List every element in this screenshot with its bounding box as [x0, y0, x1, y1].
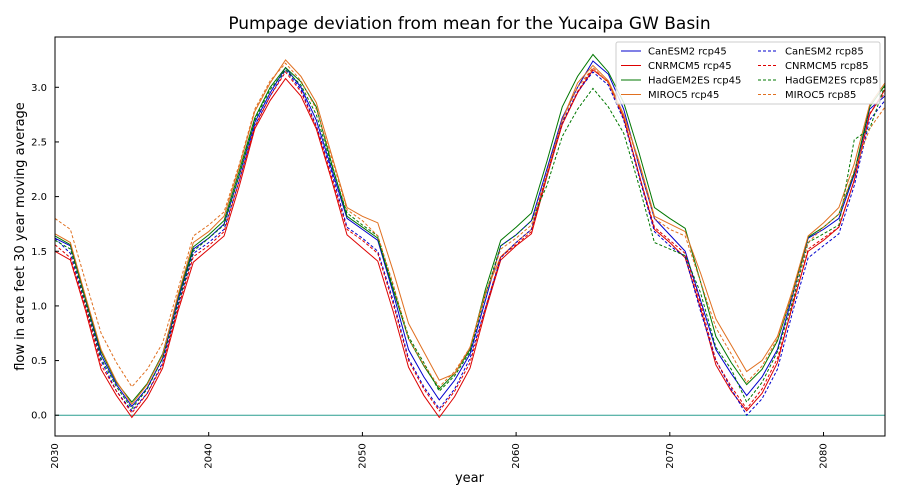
y-tick-label: 2.5 [31, 137, 47, 148]
legend-box [615, 41, 881, 105]
plot-frame [54, 36, 886, 437]
x-tick-label: 2080 [819, 443, 830, 468]
x-axis-label: year [455, 471, 485, 486]
y-tick-label: 1.0 [31, 301, 47, 312]
x-tick-label: 2040 [204, 443, 215, 468]
legend-label: MIROC5 rcp85 [785, 90, 856, 101]
y-axis: 0.0 0.5 1.0 1.5 2.0 2.5 3.0 [31, 83, 59, 422]
legend-label: CNRMCM5 rcp45 [648, 61, 732, 72]
y-tick-label: 0.0 [31, 411, 47, 422]
series-line-miroc5-rcp85 [55, 62, 885, 388]
series-line-canesm2-rcp45 [55, 60, 885, 408]
y-axis-label: flow in acre feet 30 year moving average [13, 102, 28, 371]
series-line-hadgem2es-rcp85 [55, 69, 885, 410]
y-tick-label: 3.0 [31, 83, 47, 94]
x-tick-label: 2030 [50, 443, 61, 468]
legend-label: MIROC5 rcp45 [648, 90, 719, 101]
series-line-cnrmcm5-rcp85 [55, 66, 885, 414]
legend-label: CanESM2 rcp85 [785, 47, 864, 58]
y-tick-label: 1.5 [31, 247, 47, 258]
legend-label: HadGEM2ES rcp85 [785, 76, 878, 87]
x-tick-label: 2060 [511, 443, 522, 468]
chart-title: Pumpage deviation from mean for the Yuca… [228, 14, 710, 34]
legend-label: CanESM2 rcp45 [648, 47, 727, 58]
y-tick-label: 0.5 [31, 356, 47, 367]
series-layer [55, 53, 885, 419]
series-line-hadgem2es-rcp45 [55, 53, 885, 403]
series-line-cnrmcm5-rcp45 [55, 69, 885, 419]
series-line-canesm2-rcp85 [55, 68, 885, 417]
y-tick-label: 2.0 [31, 192, 47, 203]
legend: CanESM2 rcp45 CNRMCM5 rcp45 HadGEM2ES rcp4… [615, 41, 881, 105]
legend-label: CNRMCM5 rcp85 [785, 61, 869, 72]
x-tick-label: 2050 [357, 443, 368, 468]
legend-label: HadGEM2ES rcp45 [648, 76, 741, 87]
x-tick-label: 2070 [665, 443, 676, 468]
x-axis: 2030 2040 2050 2060 2070 2080 [50, 432, 830, 469]
